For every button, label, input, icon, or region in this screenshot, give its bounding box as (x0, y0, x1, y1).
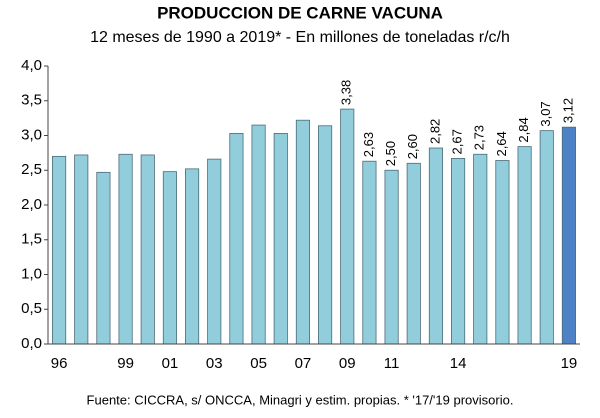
y-tick-label: 4,0 (21, 57, 42, 74)
bar (74, 154, 89, 345)
bar (318, 125, 333, 345)
value-label: 2,60 (405, 134, 420, 159)
value-label: 2,73 (472, 125, 487, 150)
bar (229, 133, 244, 345)
y-tick-label: 0,5 (21, 300, 42, 317)
y-tick-label: 3,5 (21, 92, 42, 109)
x-tick-label: 99 (117, 355, 134, 372)
bar (96, 171, 111, 345)
x-tick-label: 11 (384, 355, 400, 372)
y-tick-label: 1,5 (21, 231, 42, 248)
y-tick-label: 3,0 (21, 126, 42, 143)
value-label: 2,63 (361, 132, 376, 157)
bar (340, 108, 355, 345)
bar (517, 146, 532, 345)
x-tick-label: 05 (250, 355, 267, 372)
value-label: 2,64 (494, 131, 509, 156)
bar (118, 153, 133, 345)
bar (451, 158, 466, 345)
bar (384, 169, 399, 345)
bar (207, 158, 222, 345)
value-label: 2,84 (516, 117, 531, 142)
x-tick-label: 96 (51, 355, 68, 372)
x-tick-label: 14 (450, 355, 467, 372)
bar (428, 147, 443, 345)
bar (251, 124, 266, 345)
chart-subtitle: 12 meses de 1990 a 2019* - En millones d… (90, 29, 510, 46)
x-tick-label: 09 (339, 355, 356, 372)
x-tick-label: 19 (561, 355, 578, 372)
bar (473, 153, 488, 345)
x-tick-label: 07 (295, 355, 312, 372)
value-label: 3,12 (560, 98, 575, 123)
value-label: 2,50 (383, 141, 398, 166)
value-label: 2,82 (427, 119, 442, 144)
value-label: 3,38 (339, 80, 354, 105)
value-label: 3,07 (538, 101, 553, 126)
bar (295, 119, 310, 345)
y-tick-label: 0,0 (21, 335, 42, 352)
source-note: Fuente: CICCRA, s/ ONCCA, Minagri y esti… (87, 392, 514, 407)
y-tick-label: 1,0 (21, 265, 42, 282)
bar (539, 130, 554, 345)
x-tick-label: 01 (162, 355, 179, 372)
bar (162, 171, 177, 345)
bar (52, 155, 67, 345)
y-tick-label: 2,5 (21, 161, 42, 178)
bar (140, 154, 155, 345)
bar (406, 162, 421, 345)
y-tick-label: 2,0 (21, 196, 42, 213)
bar (362, 160, 377, 345)
x-tick-label: 03 (206, 355, 223, 372)
bar (561, 126, 576, 345)
value-label: 2,67 (450, 129, 465, 154)
chart-title: PRODUCCION DE CARNE VACUNA (157, 3, 443, 22)
bar (273, 133, 288, 345)
bar (495, 160, 510, 345)
bar (185, 168, 200, 345)
